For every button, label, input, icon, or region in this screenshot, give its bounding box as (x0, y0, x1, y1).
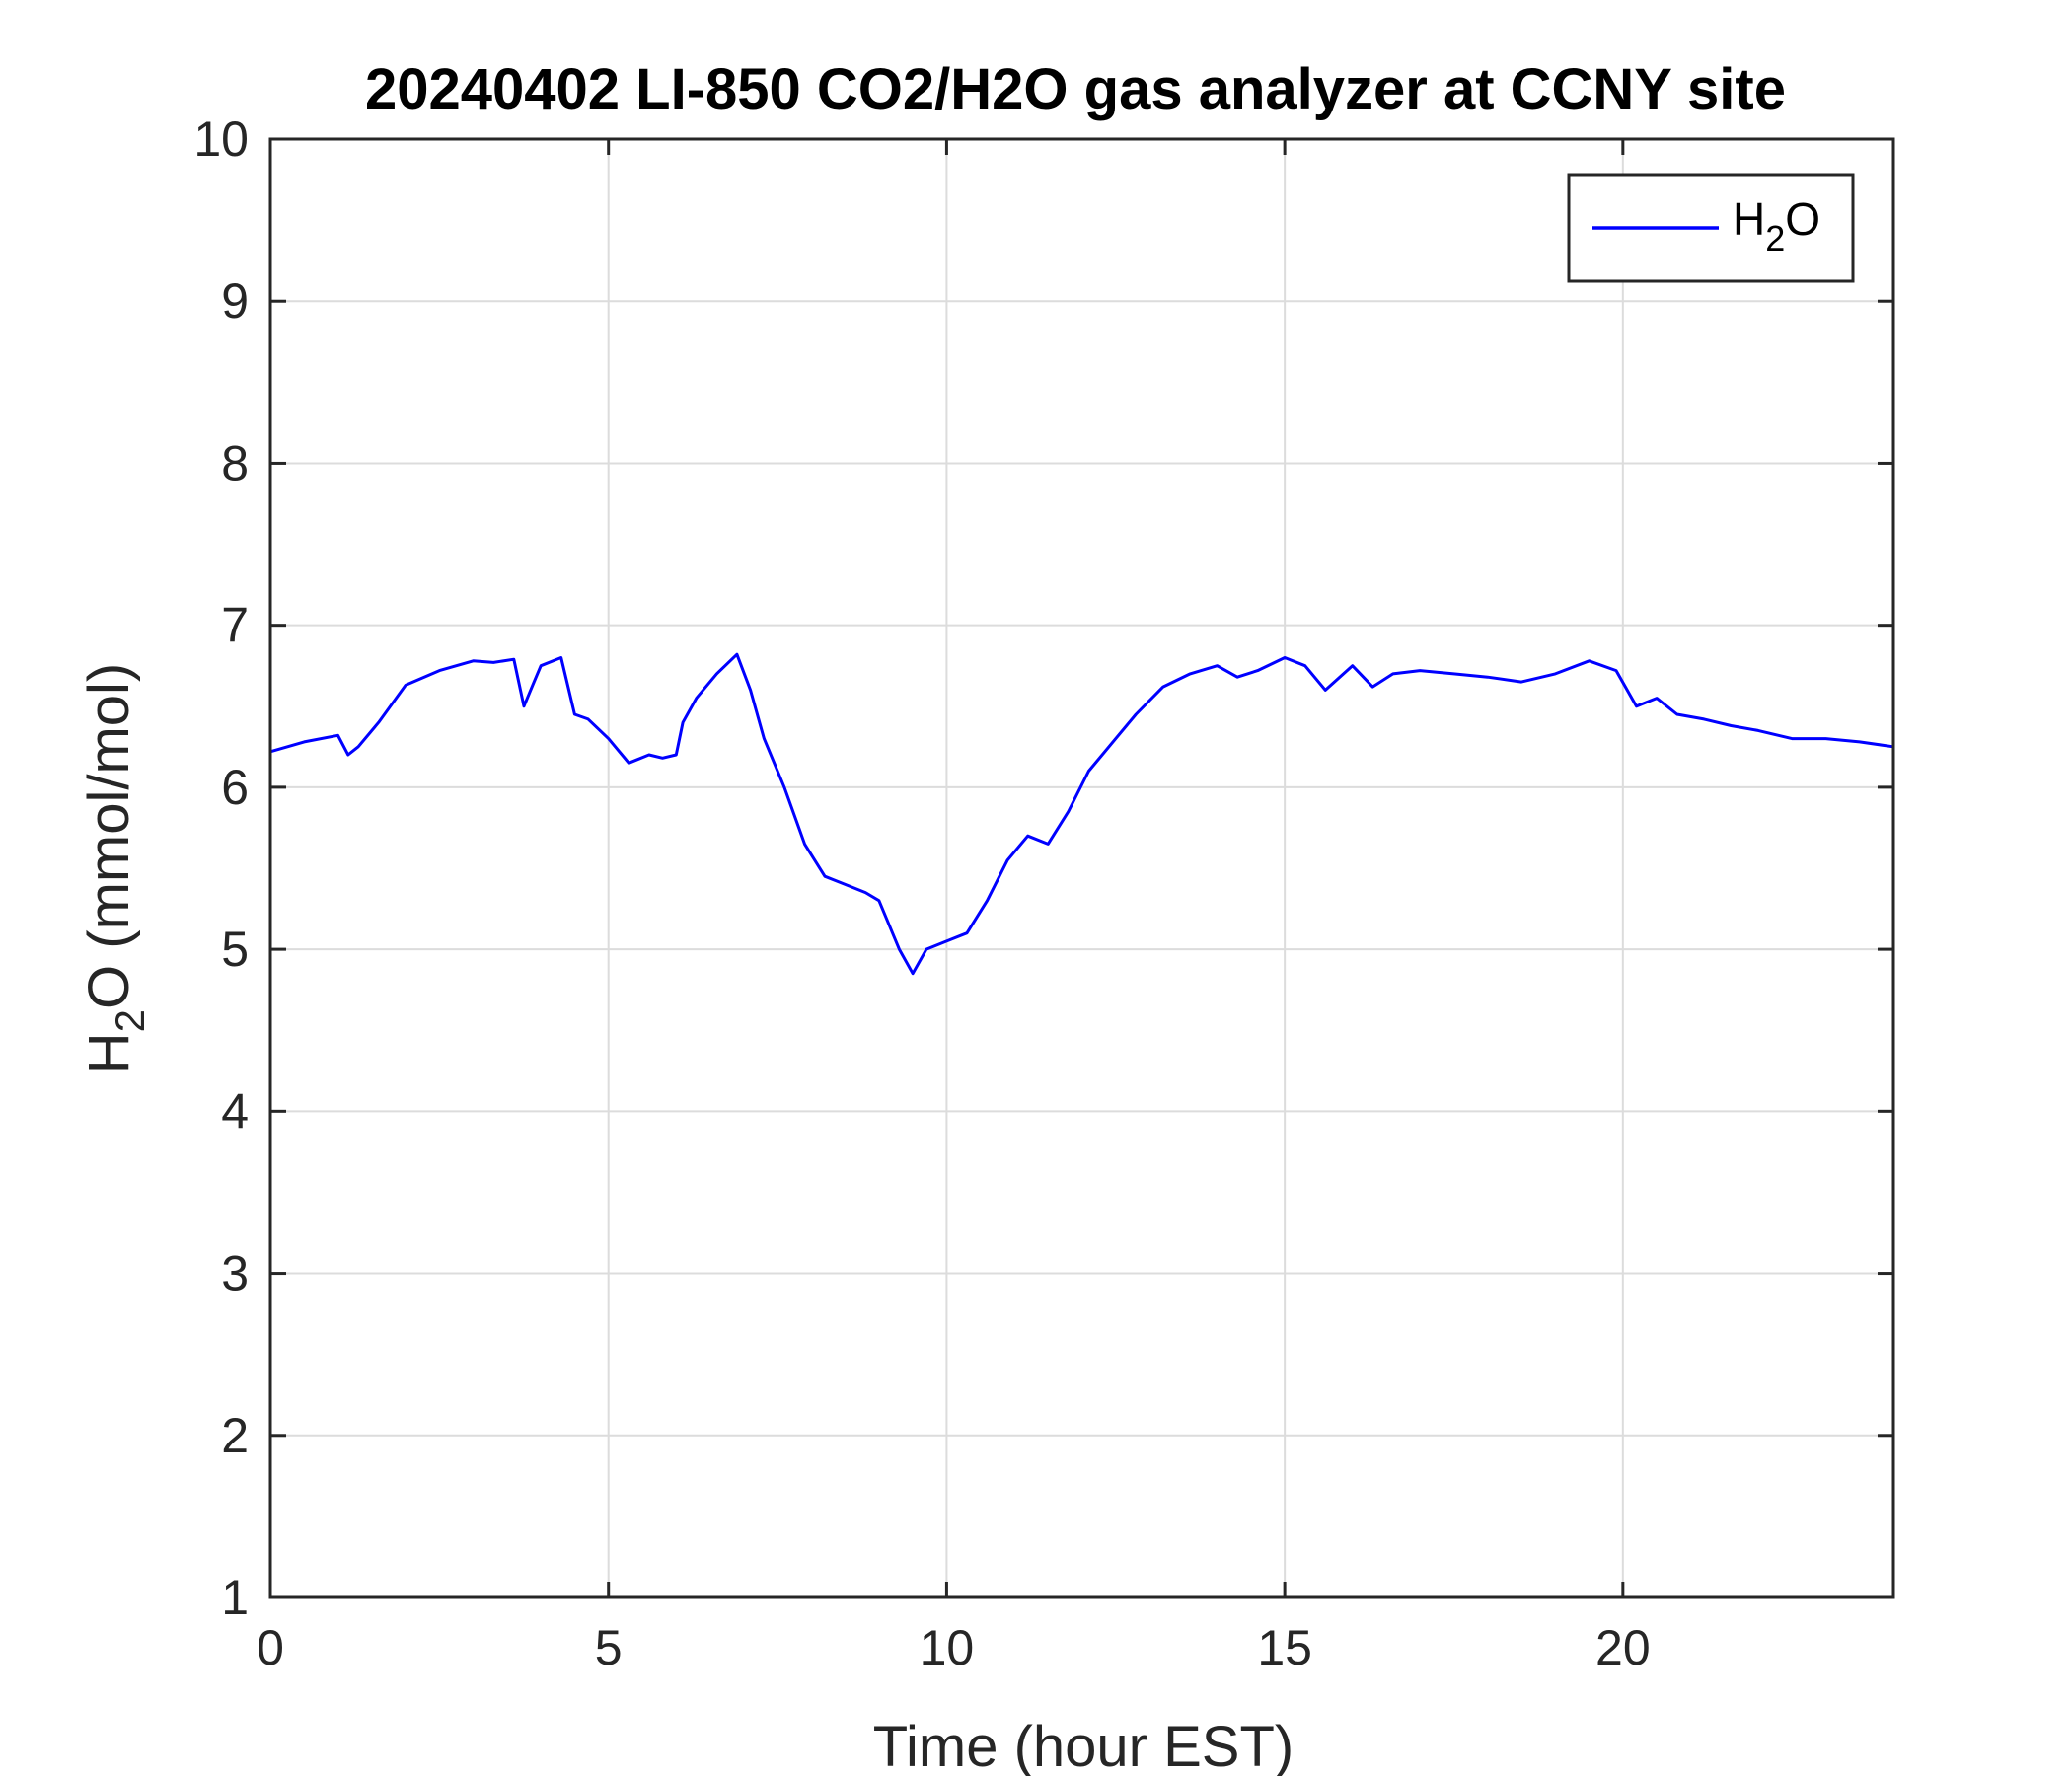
plot-frame (268, 137, 1895, 1599)
legend-label-prefix: H (1733, 193, 1765, 245)
y-axis-label-subscript: 2 (107, 1009, 153, 1032)
x-tick-label: 20 (1595, 1620, 1651, 1675)
y-axis-label: H2O (mmol/mol) (77, 663, 153, 1073)
grid (270, 139, 1893, 1597)
x-tick-label: 10 (920, 1620, 975, 1675)
y-tick-label: 3 (221, 1246, 249, 1301)
y-tick-label: 7 (221, 598, 249, 653)
tick-marks (268, 137, 1893, 1599)
series-line-h2o (269, 652, 1894, 976)
y-tick-label: 6 (221, 760, 249, 815)
y-tick-label: 4 (221, 1083, 249, 1139)
plot-area-series (269, 652, 1894, 976)
y-axis-label-prefix: H (77, 1032, 141, 1073)
legend-label-subscript: 2 (1765, 218, 1785, 259)
y-axis-label-suffix: O (mmol/mol) (77, 663, 141, 1009)
y-tick-label: 5 (221, 922, 249, 977)
legend: H2O (1567, 173, 1855, 283)
x-tick-label: 0 (257, 1620, 284, 1675)
x-tick-label: 5 (595, 1620, 623, 1675)
legend-label-h2o: H2O (1733, 193, 1820, 259)
x-tick-label: 15 (1257, 1620, 1312, 1675)
y-tick-label: 9 (221, 273, 249, 329)
y-tick-label: 8 (221, 435, 249, 490)
x-axis-label: Time (hour EST) (873, 1715, 1294, 1776)
chart-title: 20240402 LI-850 CO2/H2O gas analyzer at … (365, 57, 1786, 121)
y-tick-label: 2 (221, 1408, 249, 1463)
tick-labels: 0 5 10 15 20 1 2 3 4 5 6 7 8 9 10 (193, 111, 1650, 1675)
y-tick-label: 1 (221, 1570, 249, 1625)
legend-label-suffix: O (1785, 193, 1820, 245)
y-tick-label: 10 (193, 111, 249, 167)
